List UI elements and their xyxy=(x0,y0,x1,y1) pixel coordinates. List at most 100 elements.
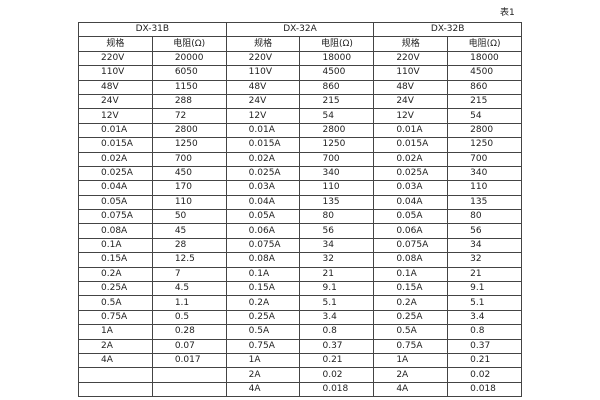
table-cell: 0.37 xyxy=(447,338,522,354)
table-cell: 9.1 xyxy=(447,281,522,297)
table-cell: 0.075A xyxy=(78,209,153,225)
table-cell: 0.015A xyxy=(373,137,449,153)
table-cell xyxy=(151,367,227,383)
table-cell: 80 xyxy=(447,209,522,225)
table-cell: 110 xyxy=(151,194,227,211)
table-row: 0.25A 4.5 0.15A 9.1 0.15A 9.1 xyxy=(78,281,522,297)
table-row: 0.1A 28 0.075A 34 0.075A 34 xyxy=(78,237,522,254)
table-cell: 450 xyxy=(151,165,227,182)
table-cell: 28 xyxy=(151,237,227,254)
table-cell: 0.2A xyxy=(78,266,153,283)
column-header: 电阻(Ω) xyxy=(299,36,375,52)
table-row: 0.05A 110 0.04A 135 0.04A 135 xyxy=(78,194,522,211)
column-header: 电阻(Ω) xyxy=(447,36,522,52)
table-cell: 54 xyxy=(447,108,522,124)
table-cell: 0.02 xyxy=(447,367,522,383)
table-cell: 0.08A xyxy=(373,252,449,268)
table-cell: 12V xyxy=(373,108,449,124)
table-cell: 0.025A xyxy=(225,165,301,182)
table-cell: 0.02A xyxy=(78,151,153,167)
table-row: 24V 288 24V 215 24V 215 xyxy=(78,93,522,110)
table-cell: 56 xyxy=(299,223,375,239)
table-cell: 0.04A xyxy=(78,180,153,196)
table-cell: 12V xyxy=(225,108,301,124)
table-cell: 48V xyxy=(78,79,153,95)
table-cell: 4500 xyxy=(447,65,522,81)
table-row: 2A 0.07 0.75A 0.37 0.75A 0.37 xyxy=(78,338,522,354)
table-row: 2A 0.02 2A 0.02 xyxy=(78,367,522,383)
table-cell: 0.04A xyxy=(225,194,301,211)
table-row: 220V 20000 220V 18000 220V 18000 xyxy=(78,50,522,67)
table-row: 0.5A 1.1 0.2A 5.1 0.2A 5.1 xyxy=(78,295,522,311)
table-cell: 2800 xyxy=(151,122,227,139)
table-cell: 9.1 xyxy=(299,281,375,297)
table-cell: 2800 xyxy=(447,122,522,139)
table-cell: 0.075A xyxy=(373,237,449,254)
table-cell: 0.07 xyxy=(151,338,227,354)
data-table: DX-31B DX-32A DX-32B 规格 电阻(Ω) 规格 电阻(Ω) 规格 电阻(Ω) 2… xyxy=(78,21,522,398)
table-cell: 0.01A xyxy=(78,122,153,139)
table-cell: 0.06A xyxy=(373,223,449,239)
table-row: 0.2A 7 0.1A 21 0.1A 21 xyxy=(78,266,522,283)
table-row: 110V 6050 110V 4500 110V 4500 xyxy=(78,65,522,81)
table-cell: 1250 xyxy=(151,137,227,153)
table-cell: 21 xyxy=(299,266,375,283)
table-row: 0.15A 12.5 0.08A 32 0.08A 32 xyxy=(78,252,522,268)
table-cell: 860 xyxy=(299,79,375,95)
table-cell: 0.01A xyxy=(225,122,301,139)
table-cell: 48V xyxy=(225,79,301,95)
table-cell: 24V xyxy=(225,93,301,110)
table-cell: 110V xyxy=(373,65,449,81)
table-cell: 0.03A xyxy=(225,180,301,196)
table-cell: 0.01A xyxy=(373,122,449,139)
table-row: 0.04A 170 0.03A 110 0.03A 110 xyxy=(78,180,522,196)
table-cell: 135 xyxy=(299,194,375,211)
table-row: 0.075A 50 0.05A 80 0.05A 80 xyxy=(78,209,522,225)
table-cell: 0.25A xyxy=(373,309,449,326)
table-cell: 0.15A xyxy=(78,252,153,268)
table-cell: 340 xyxy=(299,165,375,182)
table-cell: 20000 xyxy=(151,50,227,67)
table-cell: 50 xyxy=(151,209,227,225)
table-cell: 0.37 xyxy=(299,338,375,354)
table-cell: 0.025A xyxy=(78,165,153,182)
table-cell: 0.1A xyxy=(78,237,153,254)
table-cell: 0.02A xyxy=(373,151,449,167)
table-row: 0.025A 450 0.025A 340 0.025A 340 xyxy=(78,165,522,182)
table-cell: 80 xyxy=(299,209,375,225)
table-row: 规格 电阻(Ω) 规格 电阻(Ω) 规格 电阻(Ω) xyxy=(78,36,522,52)
table-cell: 0.08A xyxy=(78,223,153,239)
table-cell xyxy=(151,381,227,398)
table-row: 4A 0.018 4A 0.018 xyxy=(78,381,522,398)
table-cell: 1A xyxy=(225,352,301,369)
table-cell: 0.21 xyxy=(299,352,375,369)
table-cell: 0.015A xyxy=(78,137,153,153)
table-cell: 4.5 xyxy=(151,281,227,297)
table-cell: 110 xyxy=(299,180,375,196)
table-cell: 0.075A xyxy=(225,237,301,254)
table-cell: 0.1A xyxy=(225,266,301,283)
table-cell: 0.25A xyxy=(225,309,301,326)
table-cell: 220V xyxy=(78,50,153,67)
table-cell: 4A xyxy=(373,381,449,398)
table-cell: 0.02 xyxy=(299,367,375,383)
table-cell: 0.5A xyxy=(78,295,153,311)
table-cell: 3.4 xyxy=(299,309,375,326)
table-cell: 4A xyxy=(225,381,301,398)
table-cell: 0.28 xyxy=(151,324,227,340)
table-row: 0.08A 45 0.06A 56 0.06A 56 xyxy=(78,223,522,239)
table-cell: 1.1 xyxy=(151,295,227,311)
table-row: 12V 72 12V 54 12V 54 xyxy=(78,108,522,124)
table-cell: 72 xyxy=(151,108,227,124)
table-cell: 0.018 xyxy=(447,381,522,398)
table-cell: 54 xyxy=(299,108,375,124)
table-cell: 34 xyxy=(299,237,375,254)
table-cell: 1250 xyxy=(299,137,375,153)
table-cell: 220V xyxy=(373,50,449,67)
table-cell: 340 xyxy=(447,165,522,182)
table-cell: 12.5 xyxy=(151,252,227,268)
table-cell: 0.5A xyxy=(225,324,301,340)
table-cell: 24V xyxy=(78,93,153,110)
table-cell: 12V xyxy=(78,108,153,124)
